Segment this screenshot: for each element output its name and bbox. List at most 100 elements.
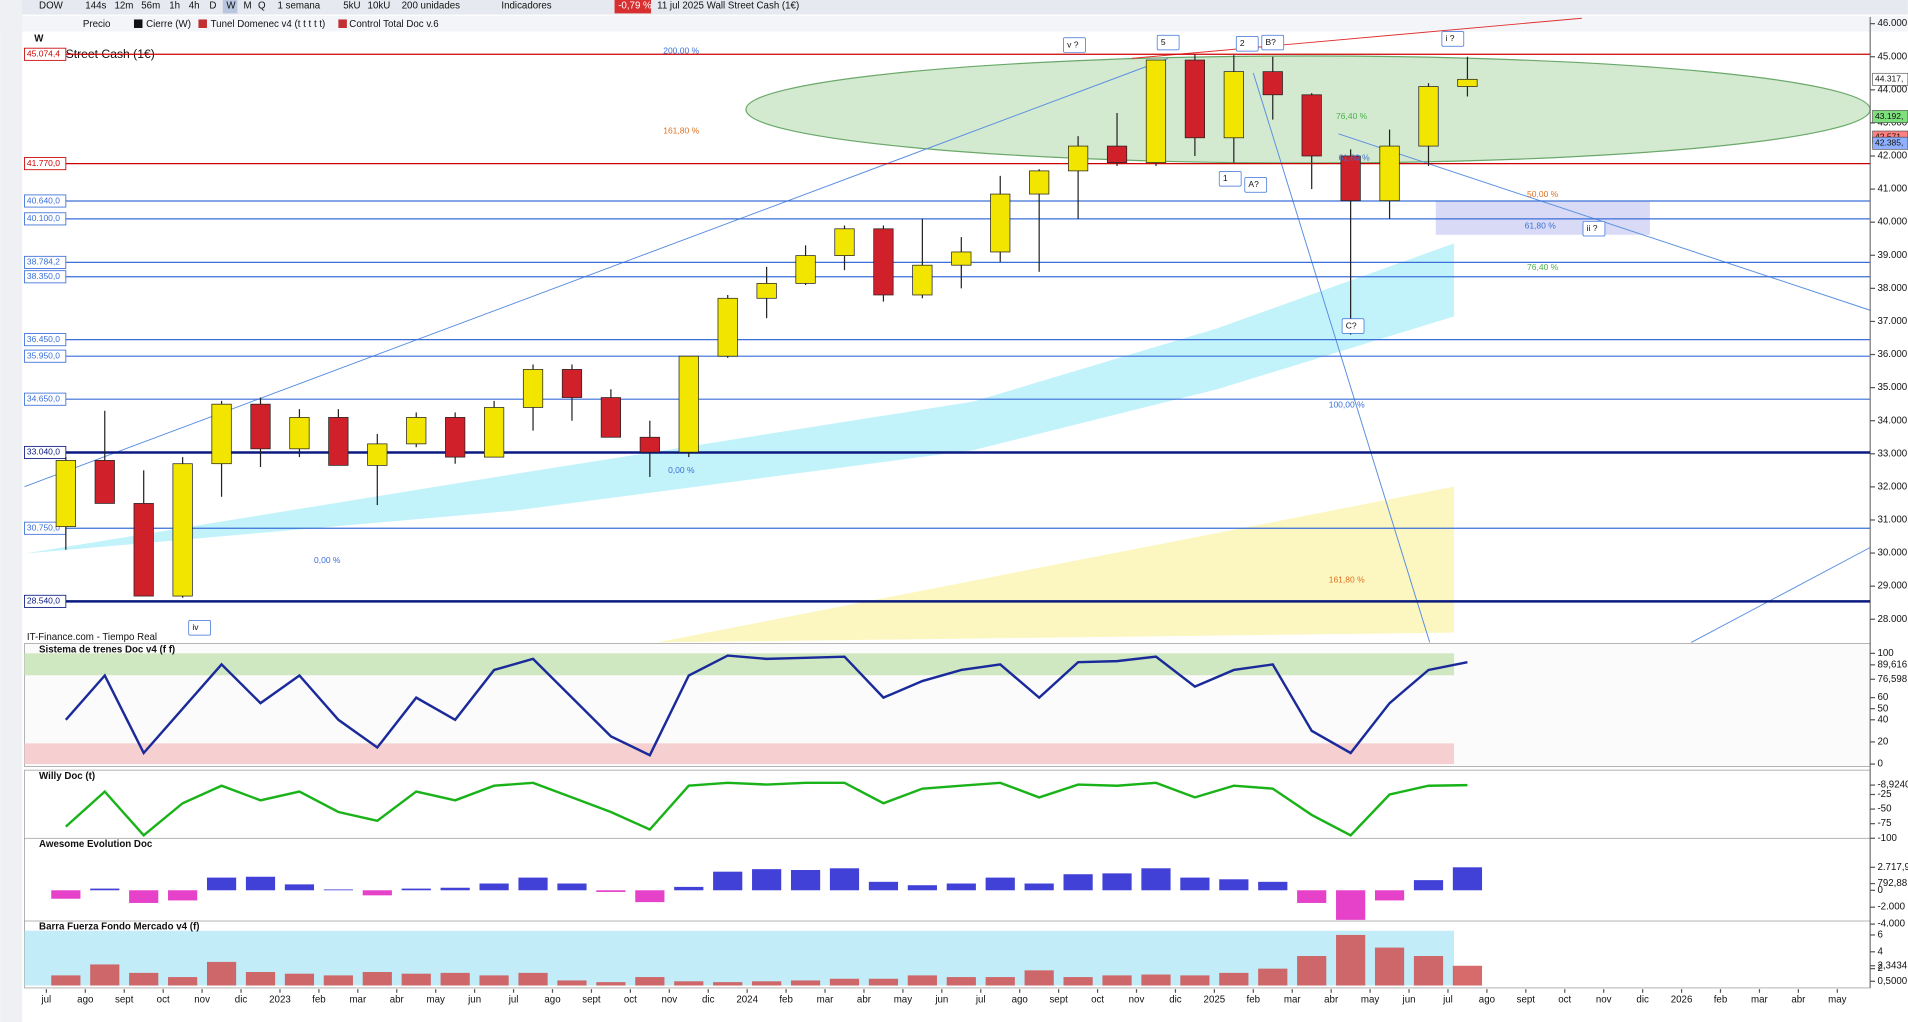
x-tick-label: jun bbox=[934, 995, 948, 1006]
interval[interactable]: 4h bbox=[189, 1, 200, 12]
legend-item[interactable]: Tunel Domenec v4 (t t t t t) bbox=[211, 19, 326, 30]
candle-body bbox=[795, 255, 816, 284]
interval[interactable]: 56m bbox=[141, 1, 160, 12]
indicator-bar bbox=[51, 975, 81, 986]
interval[interactable]: D bbox=[209, 1, 216, 12]
level-label: 40.100,0 bbox=[27, 213, 60, 223]
y-tick-label: 43.000 bbox=[1877, 117, 1907, 128]
x-tick-label: feb bbox=[779, 995, 793, 1006]
indicator-bar bbox=[713, 982, 743, 986]
fib-label: 161,80 % bbox=[663, 126, 699, 136]
level-label-box bbox=[24, 333, 67, 347]
legend-item[interactable]: Cierre (W) bbox=[146, 19, 191, 30]
interval[interactable]: M bbox=[243, 1, 251, 12]
candle-body bbox=[717, 297, 738, 357]
x-tick-label: feb bbox=[1714, 995, 1728, 1006]
level-label: 38.350,0 bbox=[27, 271, 60, 281]
y-tick-label: 32.000 bbox=[1877, 481, 1907, 492]
x-tick-label: sept bbox=[1049, 995, 1068, 1006]
pane-title: Sistema de trenes Doc v4 (f f) bbox=[39, 644, 175, 655]
indicator-bar bbox=[674, 886, 704, 891]
wave-label-box bbox=[1341, 318, 1365, 334]
candle-body bbox=[1029, 170, 1050, 195]
pane-frame bbox=[24, 769, 1871, 842]
y-tick-label: 0 bbox=[1877, 885, 1883, 896]
y-tick-label: 40.000 bbox=[1877, 217, 1907, 228]
candle-body bbox=[55, 460, 76, 527]
change: -0,79 % bbox=[618, 1, 652, 12]
wave-label: 2 bbox=[1240, 38, 1245, 48]
candle-body bbox=[172, 463, 193, 597]
fib-label: 50,00 % bbox=[1527, 189, 1559, 199]
indicator-bar bbox=[635, 890, 665, 903]
indicator-bar bbox=[1219, 972, 1249, 986]
wave-label-box bbox=[1218, 171, 1242, 187]
indicator-bar bbox=[440, 887, 470, 891]
x-tick-label: sept bbox=[582, 995, 601, 1006]
indicator-line bbox=[64, 654, 1468, 757]
interval[interactable]: 12m bbox=[115, 1, 134, 12]
units[interactable]: 10kU bbox=[368, 1, 391, 12]
indicator-bar bbox=[284, 884, 315, 891]
y-tick-label: 30.000 bbox=[1877, 548, 1907, 559]
y-tick-label: 33.000 bbox=[1877, 448, 1907, 459]
x-tick-label: mar bbox=[349, 995, 367, 1006]
indicator-bar bbox=[479, 883, 509, 891]
indicator-bar bbox=[1336, 890, 1366, 920]
x-tick-label: may bbox=[427, 995, 446, 1006]
wave-label-box bbox=[1261, 34, 1285, 51]
fib-label: 76,40 % bbox=[1527, 262, 1559, 272]
trend-line bbox=[1691, 547, 1871, 643]
indicator-bar bbox=[1180, 877, 1210, 891]
x-tick-label: sept bbox=[115, 995, 134, 1006]
interval[interactable]: 144s bbox=[85, 1, 106, 12]
indicator-bar bbox=[1258, 881, 1288, 891]
indicator-bar bbox=[713, 871, 743, 891]
y-tick-label: -75 bbox=[1877, 818, 1891, 829]
indicator-bar bbox=[1297, 890, 1327, 903]
x-tick-label: jul bbox=[1442, 995, 1453, 1006]
interval[interactable]: 1h bbox=[169, 1, 180, 12]
fib-label: 0,00 % bbox=[668, 465, 695, 475]
info: 11 jul 2025 Wall Street Cash (1€) bbox=[657, 1, 799, 12]
candle-body bbox=[94, 460, 115, 504]
candle-body bbox=[1184, 59, 1205, 139]
interval[interactable]: W bbox=[226, 1, 236, 12]
legend-item[interactable]: Control Total Doc v.6 bbox=[349, 19, 438, 30]
x-tick-label: ago bbox=[544, 995, 560, 1006]
y-tick-label: 37.000 bbox=[1877, 316, 1907, 327]
indicator-bar bbox=[829, 868, 860, 891]
indicator-bar bbox=[323, 889, 353, 891]
candle-body bbox=[484, 407, 505, 458]
x-tick-label: jun bbox=[1402, 995, 1416, 1006]
level-label: 36.450,0 bbox=[27, 334, 60, 344]
y-tick-label: 0,5000 bbox=[1877, 976, 1907, 987]
indicators-button[interactable]: Indicadores bbox=[501, 1, 551, 12]
candle-body bbox=[1301, 94, 1322, 157]
x-tick-label: feb bbox=[312, 995, 326, 1006]
indicator-bar bbox=[206, 961, 237, 986]
indicator-bar bbox=[557, 980, 587, 986]
units[interactable]: 200 unidades bbox=[402, 1, 461, 12]
indicator-bar bbox=[985, 877, 1015, 891]
candle-body bbox=[990, 193, 1011, 253]
units[interactable]: 5kU bbox=[343, 1, 360, 12]
indicator-bar bbox=[1141, 974, 1171, 986]
indicator-bar bbox=[752, 869, 782, 891]
period[interactable]: 1 semana bbox=[278, 1, 321, 12]
legend-item[interactable]: Precio bbox=[83, 19, 111, 30]
x-tick-label: jun bbox=[467, 995, 481, 1006]
indicator-bar bbox=[1297, 956, 1327, 986]
y-tick-label: -100 bbox=[1877, 833, 1897, 844]
indicator-bar bbox=[1063, 874, 1093, 891]
x-tick-label: oct bbox=[1091, 995, 1104, 1006]
indicator-bar bbox=[1336, 934, 1366, 986]
wave-label: C? bbox=[1346, 320, 1357, 330]
candle-body bbox=[1223, 71, 1244, 139]
symbol[interactable]: DOW bbox=[39, 1, 64, 12]
indicator-bar bbox=[868, 881, 899, 891]
x-tick-label: nov bbox=[1596, 995, 1612, 1006]
x-tick-label: oct bbox=[1558, 995, 1571, 1006]
interval[interactable]: Q bbox=[258, 1, 266, 12]
level-label-box bbox=[24, 270, 67, 284]
